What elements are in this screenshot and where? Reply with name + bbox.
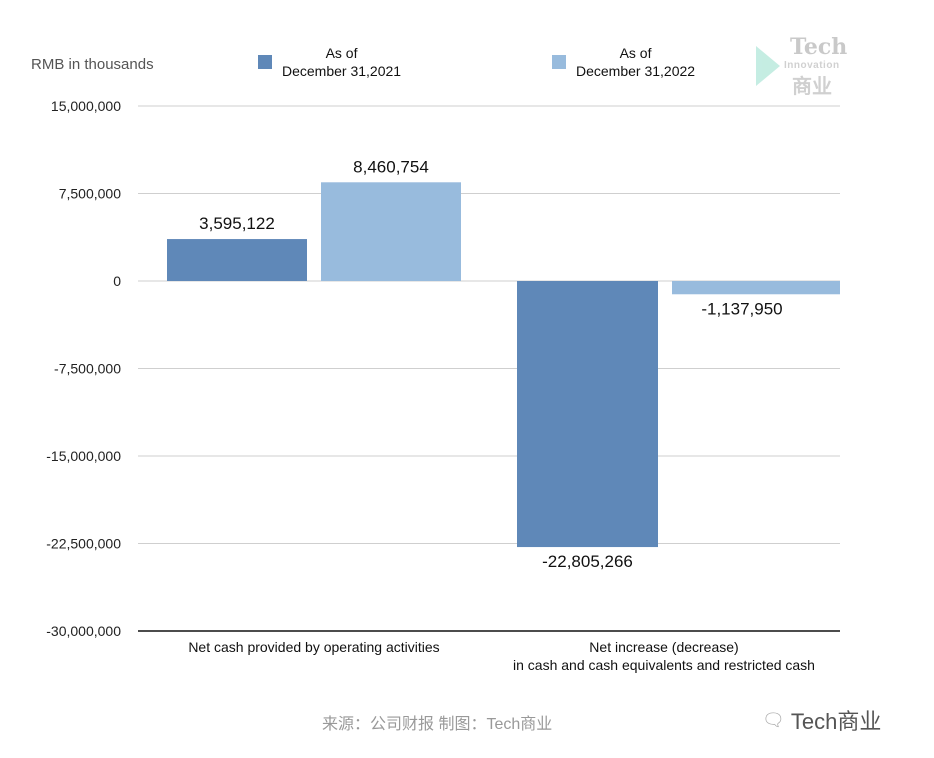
wechat-icon: 🗨: [762, 709, 785, 730]
x-tick-label: in cash and cash equivalents and restric…: [513, 657, 815, 673]
legend-label: As of: [619, 45, 652, 61]
y-tick-label: -15,000,000: [46, 448, 121, 464]
x-tick-label: Net cash provided by operating activitie…: [188, 639, 439, 655]
y-tick-label: -22,500,000: [46, 536, 121, 552]
bar-1-1: [672, 281, 840, 295]
y-tick-label: 15,000,000: [51, 98, 121, 114]
watermark: 🗨 Tech商业: [762, 704, 881, 736]
chevron-logo-icon: [756, 46, 780, 86]
legend-label: December 31,2022: [576, 63, 696, 79]
y-tick-label: -30,000,000: [46, 623, 121, 639]
legend-label: December 31,2021: [282, 63, 402, 79]
legend-label: As of: [325, 45, 358, 61]
logo-text: 商业: [792, 76, 832, 98]
data-label: 8,460,754: [353, 157, 429, 176]
logo-text: Innovation: [784, 60, 840, 71]
logo: Tech Innovation 商业: [752, 34, 852, 98]
logo-text: Tech: [790, 34, 848, 60]
bar-0-1: [321, 182, 461, 281]
bar-1-0: [517, 281, 658, 548]
source-note: 来源：公司财报 制图：Tech商业: [322, 716, 553, 733]
unit-label: RMB in thousands: [31, 56, 154, 73]
data-label: -22,805,266: [542, 552, 633, 571]
legend-swatch: [258, 55, 272, 69]
legend-item-2022: As of December 31,2022: [552, 44, 695, 80]
watermark-text: Tech商业: [790, 709, 882, 734]
y-tick-label: 0: [113, 273, 121, 289]
legend-item-2021: As of December 31,2021: [258, 44, 401, 80]
y-tick-label: 7,500,000: [59, 186, 121, 202]
legend-swatch: [552, 55, 566, 69]
bar-0-0: [167, 239, 307, 281]
data-label: 3,595,122: [199, 214, 275, 233]
y-tick-label: -7,500,000: [54, 361, 121, 377]
x-tick-label: Net increase (decrease): [589, 639, 738, 655]
data-label: -1,137,950: [701, 299, 782, 318]
